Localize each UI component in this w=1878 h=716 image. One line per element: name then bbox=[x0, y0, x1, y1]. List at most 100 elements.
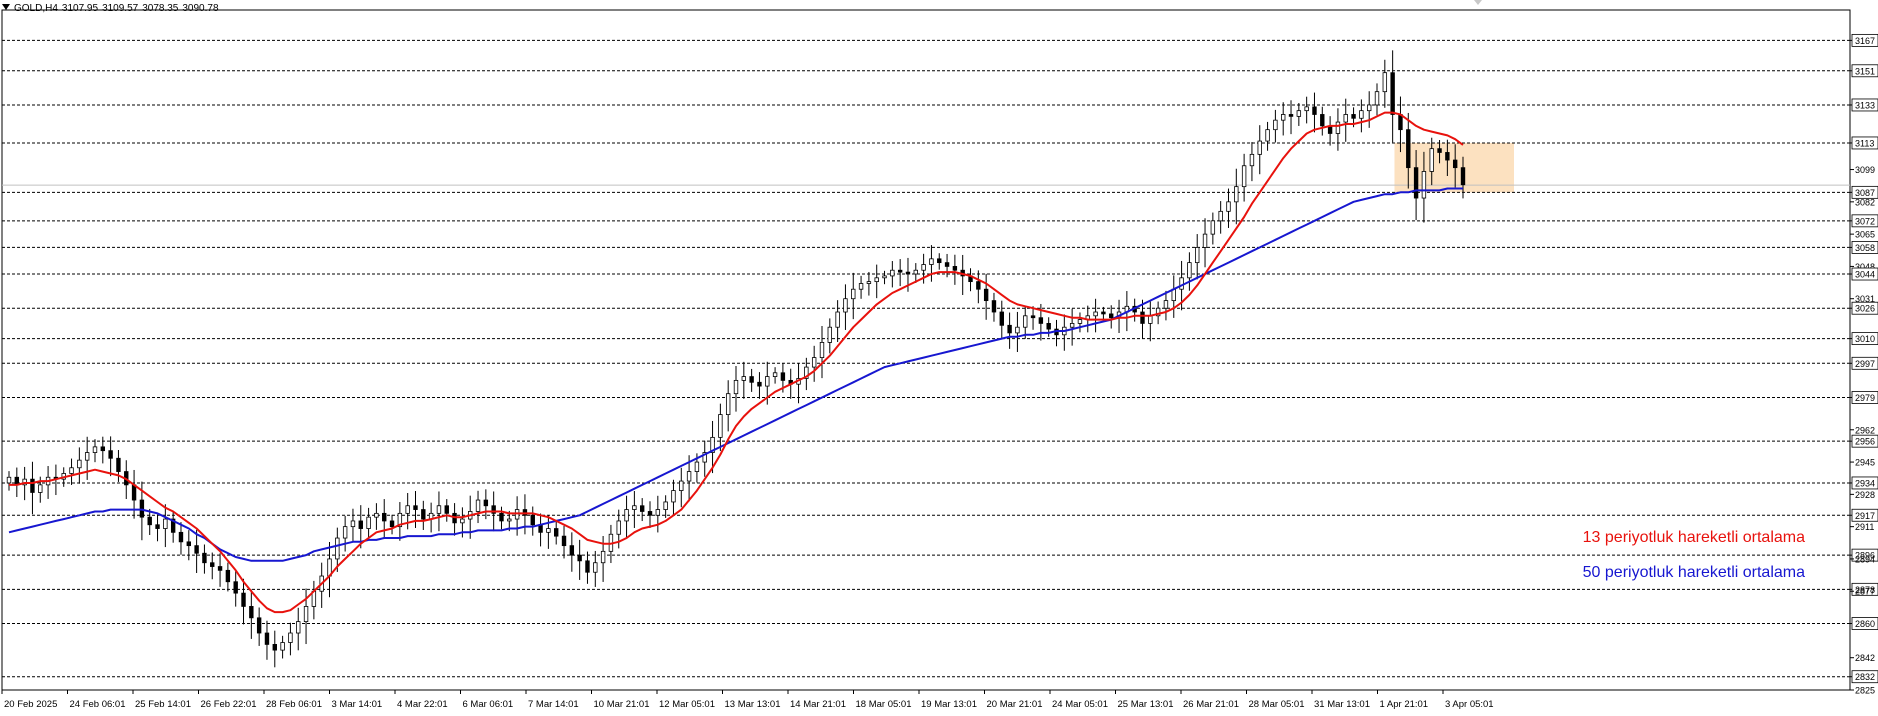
price-label-box bbox=[1851, 391, 1878, 404]
candle-body bbox=[405, 505, 410, 514]
price-label-box bbox=[1851, 98, 1878, 112]
close-value: 3090.78 bbox=[182, 3, 219, 14]
candle-body bbox=[921, 264, 926, 271]
time-tick-label: 6 Mar 06:01 bbox=[463, 699, 514, 710]
price-tick-label: 3072 bbox=[1855, 216, 1875, 226]
candle-body bbox=[1421, 171, 1427, 199]
price-tick-label: 3113 bbox=[1855, 138, 1874, 148]
candle-body bbox=[1382, 72, 1388, 93]
candle-body bbox=[178, 531, 184, 543]
candle-body bbox=[30, 478, 35, 493]
time-tick-label: 28 Feb 06:01 bbox=[266, 699, 322, 710]
symbol-label: GOLD,H4 bbox=[14, 3, 58, 14]
candle-body bbox=[444, 505, 449, 514]
candle-body bbox=[1359, 110, 1364, 119]
candle-body bbox=[702, 452, 707, 463]
candle-body bbox=[679, 480, 684, 491]
chevron-down-icon[interactable] bbox=[2, 4, 10, 10]
price-tick-label: 3099 bbox=[1855, 165, 1875, 175]
price-tick-label: 2917 bbox=[1855, 511, 1875, 521]
candle-body bbox=[397, 512, 403, 528]
candle-body bbox=[147, 516, 152, 526]
candle-body bbox=[1195, 247, 1200, 264]
candle-body bbox=[436, 505, 442, 514]
candle-body bbox=[1093, 311, 1098, 317]
open-value: 3107.95 bbox=[61, 3, 99, 14]
candle-body bbox=[1038, 317, 1044, 324]
chart-header: GOLD,H4 3107.95 3109.57 3078.35 3090.78 bbox=[2, 3, 223, 14]
candle-body bbox=[1296, 110, 1302, 117]
price-label-box bbox=[1851, 64, 1878, 78]
candle-body bbox=[1077, 319, 1083, 324]
candle-body bbox=[671, 490, 676, 503]
candle-body bbox=[483, 499, 489, 507]
candle-body bbox=[92, 446, 98, 453]
candle-body bbox=[69, 467, 74, 474]
candle-body bbox=[217, 566, 223, 571]
candle-body bbox=[38, 484, 43, 493]
price-tick-label: 3133 bbox=[1855, 100, 1875, 110]
candle-body bbox=[108, 450, 113, 459]
candle-body bbox=[733, 379, 739, 395]
candle-body bbox=[366, 516, 371, 529]
candle-body bbox=[303, 606, 309, 623]
candle-body bbox=[937, 258, 942, 264]
time-tick-label: 28 Mar 05:01 bbox=[1249, 699, 1305, 710]
candle-body bbox=[1335, 121, 1341, 134]
candle-body bbox=[804, 366, 809, 379]
candle-body bbox=[1460, 167, 1466, 186]
candle-body bbox=[897, 269, 903, 273]
price-tick-label: 2997 bbox=[1855, 359, 1875, 369]
candle-body bbox=[569, 545, 575, 556]
price-label-box bbox=[1851, 508, 1878, 522]
candle-body bbox=[1179, 277, 1184, 290]
high-value: 3109.57 bbox=[102, 3, 139, 14]
price-tick-label: 2945 bbox=[1855, 458, 1875, 468]
candle-body bbox=[389, 520, 395, 528]
price-tick-label: 2842 bbox=[1855, 653, 1875, 663]
candle-body bbox=[694, 461, 700, 472]
candle-body bbox=[335, 537, 340, 560]
candle-body bbox=[280, 642, 285, 651]
candle-body bbox=[577, 554, 582, 562]
candle-body bbox=[913, 269, 918, 275]
candle-body bbox=[554, 528, 559, 537]
price-label-box bbox=[1851, 332, 1878, 346]
candle-body bbox=[475, 499, 481, 512]
candle-body bbox=[1249, 153, 1255, 167]
candle-body bbox=[725, 393, 731, 415]
candle-body bbox=[1273, 119, 1278, 131]
candle-body bbox=[296, 621, 301, 634]
candle-body bbox=[1452, 159, 1458, 169]
candle-body bbox=[843, 298, 848, 313]
price-tick-label: 3082 bbox=[1855, 197, 1875, 207]
candle-body bbox=[1351, 114, 1356, 119]
candle-body bbox=[624, 509, 629, 522]
price-label-box bbox=[1851, 434, 1878, 448]
time-tick-label: 14 Mar 21:01 bbox=[790, 699, 846, 710]
price-label-box bbox=[1851, 356, 1878, 370]
candle-body bbox=[116, 457, 121, 472]
candle-body bbox=[546, 528, 551, 533]
price-tick-label: 2956 bbox=[1855, 437, 1875, 447]
candle-body bbox=[1007, 324, 1012, 334]
candle-body bbox=[1398, 114, 1403, 131]
candle-body bbox=[1343, 114, 1348, 123]
ma13-annotation: 13 periyotluk hareketli ortalama bbox=[1582, 529, 1805, 546]
candle-body bbox=[530, 514, 535, 526]
candle-body bbox=[772, 372, 778, 377]
candle-body bbox=[194, 545, 199, 554]
price-tick-label: 3048 bbox=[1855, 262, 1875, 272]
candle-body bbox=[382, 512, 387, 522]
candle-body bbox=[421, 509, 426, 520]
candle-body bbox=[585, 560, 590, 573]
candle-body bbox=[1148, 315, 1153, 324]
price-label-box bbox=[1851, 185, 1878, 199]
shift-marker-icon[interactable] bbox=[1474, 0, 1482, 5]
candle-body bbox=[639, 505, 645, 512]
candle-body bbox=[663, 501, 668, 510]
candle-body bbox=[170, 518, 176, 533]
price-tick-label: 2896 bbox=[1855, 551, 1875, 561]
candle-body bbox=[827, 326, 833, 343]
